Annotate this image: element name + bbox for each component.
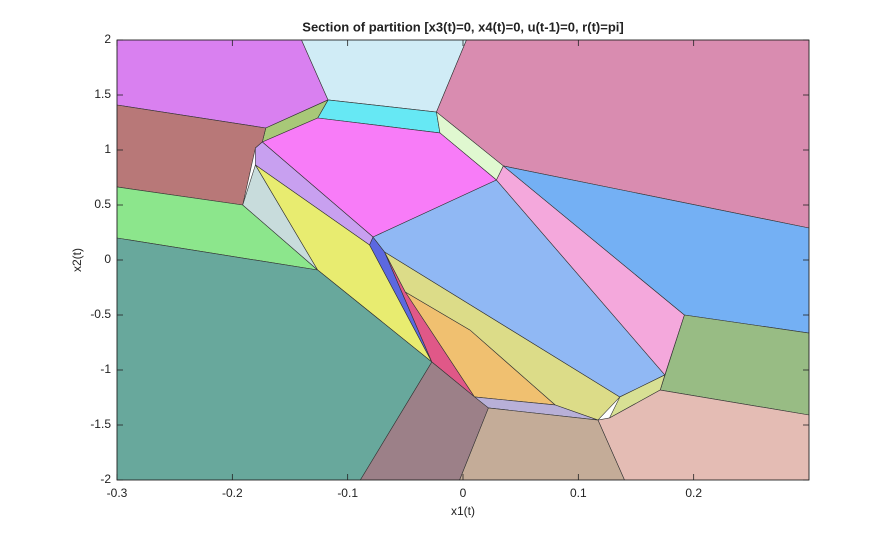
y-tick-label: -1.5 xyxy=(90,417,111,431)
y-axis-label: x2(t) xyxy=(70,248,84,272)
x-tick-label: -0.3 xyxy=(107,486,128,500)
y-tick-label: 0 xyxy=(104,252,111,266)
x-tick-label: -0.2 xyxy=(222,486,243,500)
plot-area xyxy=(116,39,810,481)
chart-title: Section of partition [x3(t)=0, x4(t)=0, … xyxy=(302,19,623,34)
y-tick-label: 1 xyxy=(104,142,111,156)
partition-region xyxy=(360,361,489,481)
y-tick-label: -2 xyxy=(100,472,111,486)
x-tick-label: -0.1 xyxy=(337,486,358,500)
y-tick-label: 0.5 xyxy=(94,197,111,211)
y-tick-label: -1 xyxy=(100,362,111,376)
x-axis-label: x1(t) xyxy=(451,504,475,518)
y-tick-label: 2 xyxy=(104,32,111,46)
x-tick-label: 0 xyxy=(460,486,467,500)
x-tick-label: 0.2 xyxy=(685,486,702,500)
y-tick-label: -0.5 xyxy=(90,307,111,321)
y-tick-label: 1.5 xyxy=(94,87,111,101)
x-tick-label: 0.1 xyxy=(570,486,587,500)
